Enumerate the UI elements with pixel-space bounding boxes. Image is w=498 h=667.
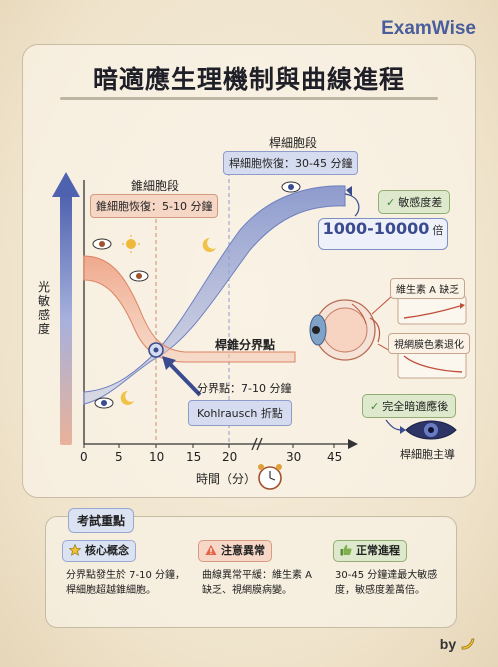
normal-progress-pill: 正常進程 — [333, 540, 407, 562]
eye-icon — [129, 270, 149, 282]
sensitivity-diff-box: ✓ 敏感度差 — [378, 190, 451, 214]
check-icon: ✓ — [386, 196, 396, 209]
axis-break-icon — [251, 437, 263, 451]
vitamin-a-mini-chart — [397, 295, 467, 325]
sensitivity-arrow — [344, 193, 360, 217]
rod-recovery-box: 桿細胞恢復：30-45 分鐘 — [223, 151, 359, 175]
eye-icon — [92, 238, 112, 250]
alarm-clock-icon — [258, 464, 282, 490]
cone-recovery-box: 錐細胞恢復：5-10 分鐘 — [90, 194, 219, 218]
sun-icon — [122, 235, 140, 253]
retinitis-mini-chart — [397, 349, 467, 379]
normal-progress-desc: 30-45 分鐘達最大敏感度，敏感度差萬倍。 — [335, 570, 438, 596]
title-underline — [60, 97, 438, 100]
x-tick: 45 — [327, 450, 343, 464]
star-icon — [69, 544, 81, 556]
break-pointer-arrow — [166, 360, 202, 397]
banana-icon — [461, 638, 475, 650]
x-tick: 10 — [149, 450, 165, 464]
y-axis-arrow — [52, 172, 80, 445]
cone-curve — [83, 255, 296, 363]
x-axis-label: 時間（分） — [196, 472, 257, 486]
full-adaptation-box: ✓ 完全暗適應後 — [362, 394, 457, 418]
x-tick: 15 — [186, 450, 202, 464]
core-concept-pill: 核心概念 — [62, 540, 136, 562]
rod-phase-label: 桿細胞段 — [269, 136, 318, 150]
rod-dominant-label: 桿細胞主導 — [400, 448, 455, 461]
warning-icon — [205, 544, 217, 555]
x-tick: 20 — [222, 450, 238, 464]
dark-adapted-eye-icon — [405, 420, 457, 440]
exam-section-title: 考試重點 — [68, 508, 135, 533]
sensitivity-value-box: 1000-10000 倍 — [318, 218, 448, 250]
break-time-label: 分界點：7-10 分鐘 — [197, 382, 292, 395]
eye-anatomy-icon — [309, 299, 381, 361]
warning-desc: 曲線異常平緩：維生素 A 缺乏、視網膜病變。 — [202, 570, 313, 596]
moon-icon — [120, 390, 134, 405]
eye-icon — [281, 181, 301, 193]
cone-phase-label: 錐細胞段 — [131, 179, 180, 193]
exam-section — [45, 516, 457, 628]
moon-icon — [202, 237, 216, 252]
retinitis-label: 視網膜色素退化 — [388, 333, 470, 354]
page-title: 暗適應生理機制與曲線進程 — [92, 65, 405, 94]
vitamin-a-label: 維生素 A 缺乏 — [390, 278, 466, 299]
byline: by — [440, 636, 476, 652]
thumbs-up-icon — [340, 544, 352, 556]
eye-icon — [94, 397, 114, 409]
kohlrausch-box: Kohlrausch 折點 — [188, 400, 292, 426]
rod-cone-break-label: 桿錐分界點 — [215, 338, 276, 352]
check-icon: ✓ — [370, 400, 380, 413]
x-tick: 30 — [286, 450, 302, 464]
brand-logo: ExamWise — [381, 18, 476, 39]
x-tick: 0 — [80, 450, 88, 464]
x-tick: 5 — [115, 450, 123, 464]
core-concept-desc: 分界點發生於 7-10 分鐘，桿細胞超越錐細胞。 — [66, 570, 186, 596]
y-axis-label: 光敏感度 — [38, 280, 51, 336]
warning-pill: 注意異常 — [198, 540, 272, 562]
